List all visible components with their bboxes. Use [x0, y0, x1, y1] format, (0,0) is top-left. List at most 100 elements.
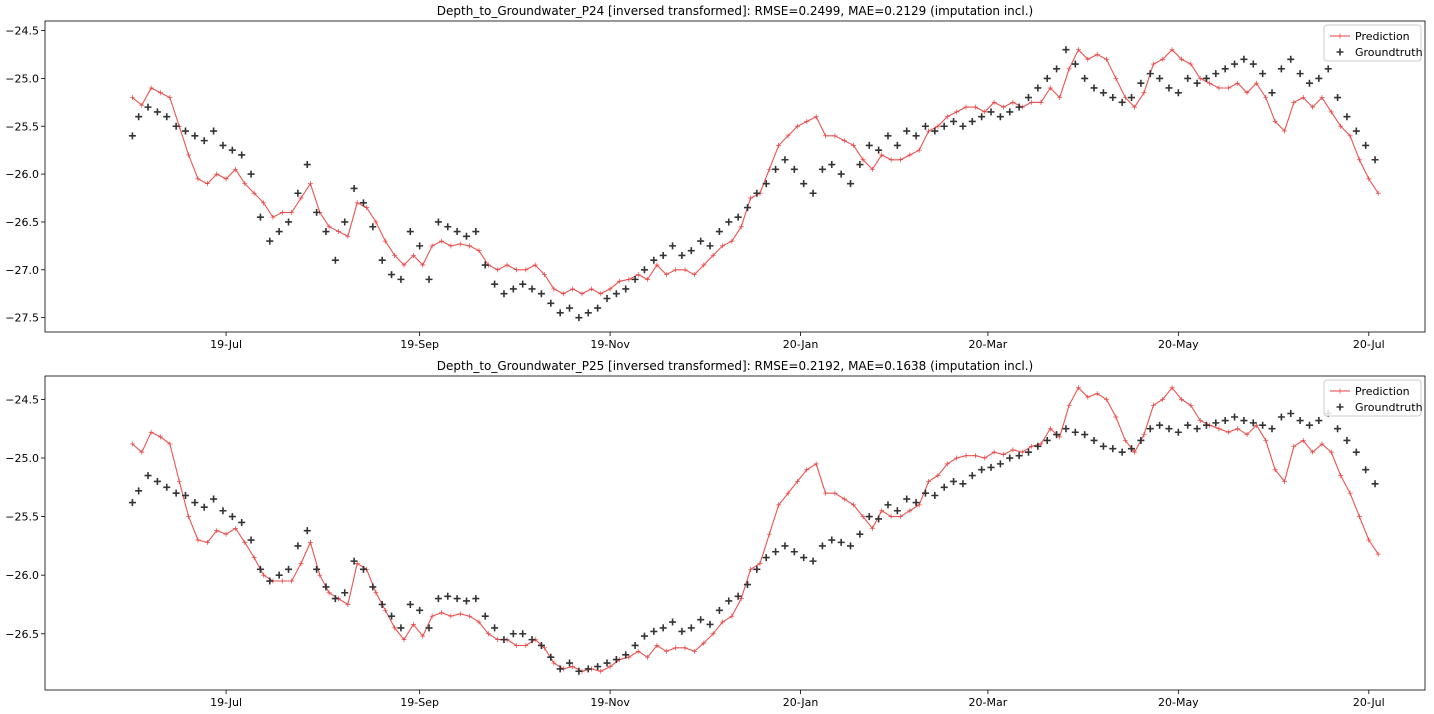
prediction-marker [279, 578, 285, 584]
groundtruth-point [1006, 454, 1014, 462]
prediction-marker [223, 531, 229, 537]
prediction-marker [1001, 452, 1007, 457]
prediction-marker [410, 621, 416, 627]
y-tick-label: −25.5 [5, 511, 39, 524]
prediction-marker [513, 642, 519, 648]
groundtruth-point [837, 170, 845, 178]
prediction-marker [167, 441, 173, 447]
prediction-marker [804, 118, 810, 124]
prediction-marker [1057, 95, 1063, 101]
groundtruth-point [481, 612, 489, 620]
groundtruth-point [1371, 156, 1379, 164]
legend-label: Prediction [1355, 30, 1410, 43]
x-tick-label: 20-Jan [783, 338, 819, 351]
legend-label: Groundtruth [1355, 46, 1423, 59]
prediction-marker [139, 449, 145, 455]
groundtruth-point [1305, 421, 1313, 429]
prediction-marker [1347, 133, 1353, 139]
groundtruth-point [303, 527, 311, 535]
groundtruth-point [1296, 70, 1304, 78]
chart-title: Depth_to_Groundwater_P25 [inversed trans… [437, 359, 1033, 373]
prediction-marker [1356, 157, 1362, 163]
groundtruth-point [1137, 436, 1145, 444]
x-tick-label: 19-Jul [210, 696, 242, 709]
prediction-marker [635, 648, 641, 654]
groundtruth-point [1287, 409, 1295, 417]
groundtruth-point [1193, 425, 1201, 433]
prediction-marker [682, 267, 688, 273]
prediction-marker [214, 171, 220, 177]
groundtruth-point [622, 285, 630, 293]
prediction-marker [457, 241, 463, 247]
legend-swatch-marker [1337, 388, 1343, 394]
groundtruth-point [1034, 442, 1042, 450]
groundtruth-point [884, 501, 892, 509]
groundtruth-point [153, 477, 161, 485]
groundtruth-point [247, 170, 255, 178]
groundtruth-point [238, 518, 246, 526]
prediction-marker [972, 104, 978, 110]
prediction-marker [1263, 95, 1269, 101]
prediction-marker [1075, 47, 1081, 53]
x-tick-label: 20-Mar [969, 696, 1008, 709]
groundtruth-point [472, 595, 480, 603]
groundtruth-point [350, 557, 358, 565]
prediction-marker [897, 514, 903, 520]
prediction-marker [710, 252, 716, 258]
groundtruth-point [1296, 417, 1304, 425]
x-tick-label: 19-Jul [210, 338, 242, 351]
groundtruth-point [837, 538, 845, 546]
groundtruth-point [1231, 413, 1239, 421]
groundtruth-point [940, 122, 948, 130]
prediction-marker [1328, 109, 1334, 115]
prediction-marker [935, 473, 941, 479]
prediction-marker [832, 133, 838, 139]
prediction-marker [1132, 449, 1138, 455]
groundtruth-point [1268, 425, 1276, 433]
groundtruth-point [1053, 65, 1061, 73]
groundtruth-point [181, 492, 189, 500]
prediction-marker [907, 508, 913, 514]
groundtruth-point [687, 247, 695, 255]
prediction-marker [1188, 402, 1194, 408]
prediction-marker [1244, 432, 1250, 438]
groundtruth-point [144, 103, 152, 111]
prediction-marker [710, 631, 716, 637]
groundtruth-point [200, 503, 208, 511]
prediction-marker [289, 578, 295, 584]
groundtruth-point [865, 513, 873, 521]
groundtruth-point [1221, 65, 1229, 73]
groundtruth-point [1015, 103, 1023, 111]
groundtruth-point [659, 251, 667, 259]
groundtruth-point [594, 663, 602, 671]
groundtruth-point [285, 565, 293, 573]
groundtruth-point [378, 256, 386, 264]
legend-label: Prediction [1355, 385, 1410, 398]
groundtruth-point [181, 127, 189, 135]
prediction-marker [373, 219, 379, 225]
groundtruth-point [275, 571, 283, 579]
prediction-marker [954, 455, 960, 461]
groundtruth-point [800, 180, 808, 188]
groundtruth-point [519, 630, 527, 638]
groundtruth-point [294, 542, 302, 550]
prediction-marker [963, 453, 969, 459]
prediction-marker [673, 645, 679, 651]
prediction-marker [607, 286, 613, 292]
prediction-marker [860, 157, 866, 163]
y-tick-label: −26.0 [5, 569, 39, 582]
groundtruth-point [743, 204, 751, 212]
legend-label: Groundtruth [1355, 401, 1423, 414]
groundtruth-point [547, 299, 555, 307]
groundtruth-point [697, 616, 705, 624]
prediction-marker [129, 95, 135, 101]
groundtruth-point [1090, 84, 1098, 92]
groundtruth-point [416, 242, 424, 250]
prediction-marker [158, 434, 164, 440]
groundtruth-point [978, 466, 986, 474]
prediction-marker [186, 514, 192, 520]
groundtruth-point [959, 480, 967, 488]
groundtruth-point [1259, 421, 1267, 429]
groundtruth-point [762, 180, 770, 188]
